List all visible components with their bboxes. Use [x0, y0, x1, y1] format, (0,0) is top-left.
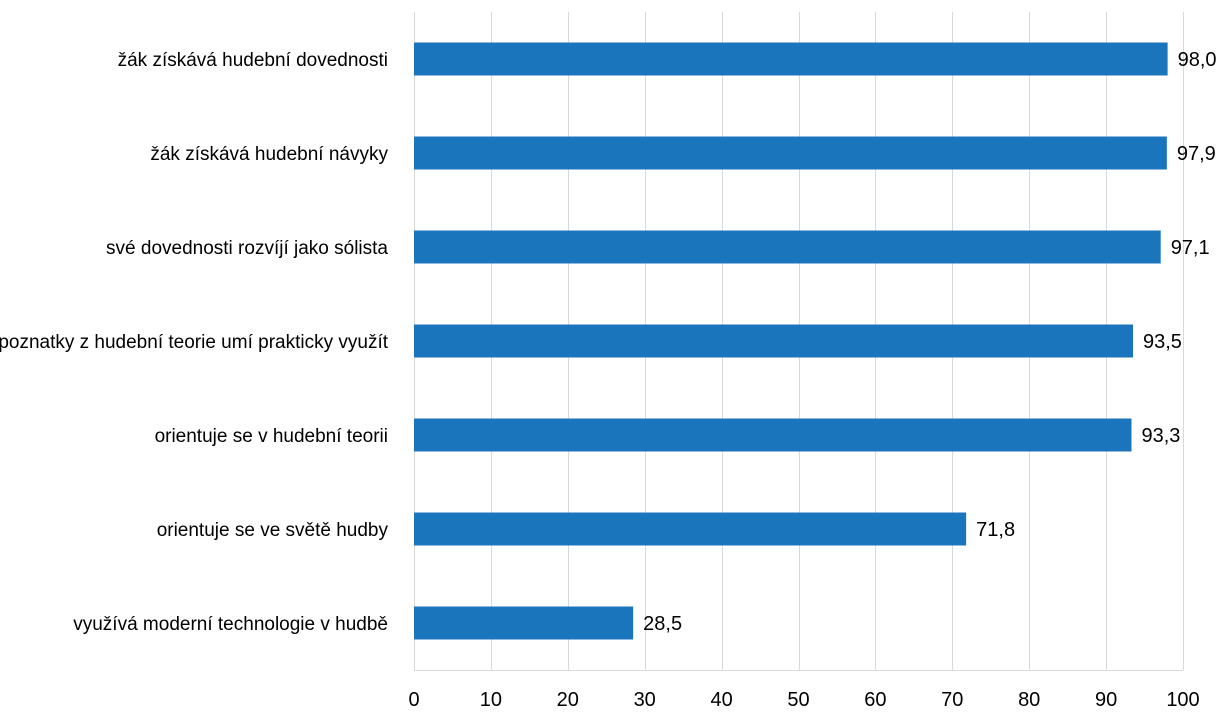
- x-tick-label: 30: [634, 689, 656, 711]
- bar: [414, 325, 1133, 358]
- x-tick-label: 20: [557, 689, 579, 711]
- category-label: žák získává hudební návyky: [150, 144, 388, 165]
- category-label: využívá moderní technologie v hudbě: [73, 614, 388, 635]
- bars: [414, 43, 1168, 640]
- x-tick-label: 100: [1166, 689, 1199, 711]
- x-tick-label: 0: [408, 689, 419, 711]
- bar: [414, 419, 1131, 452]
- bar: [414, 231, 1161, 264]
- bar: [414, 607, 633, 640]
- data-label: 93,3: [1141, 425, 1180, 447]
- x-tick-label: 50: [787, 689, 809, 711]
- category-label: žák získává hudební dovednosti: [118, 50, 388, 71]
- x-tick-label: 40: [710, 689, 732, 711]
- data-label: 97,9: [1177, 143, 1216, 165]
- bar: [414, 513, 966, 546]
- x-axis-tick-labels: 0 10 20 30 40 50 60 70 80 90 100: [408, 689, 1199, 711]
- data-label: 71,8: [976, 519, 1015, 541]
- x-tick-label: 90: [1095, 689, 1117, 711]
- bar: [414, 137, 1167, 170]
- category-label: své dovednosti rozvíjí jako sólista: [106, 238, 388, 259]
- data-label: 93,5: [1143, 331, 1182, 353]
- data-label: 98,0: [1178, 49, 1217, 71]
- category-label: orientuje se ve světě hudby: [157, 520, 389, 541]
- category-label: orientuje se v hudební teorii: [155, 426, 388, 447]
- x-tick-label: 10: [480, 689, 502, 711]
- x-tick-label: 60: [864, 689, 886, 711]
- category-label: poznatky z hudební teorie umí prakticky …: [0, 332, 389, 353]
- x-tick-label: 70: [941, 689, 963, 711]
- bar: [414, 43, 1168, 76]
- data-label: 97,1: [1171, 237, 1210, 259]
- x-tick-label: 80: [1018, 689, 1040, 711]
- data-label: 28,5: [643, 613, 682, 635]
- category-labels: žák získává hudební dovednosti žák získáv…: [0, 50, 389, 635]
